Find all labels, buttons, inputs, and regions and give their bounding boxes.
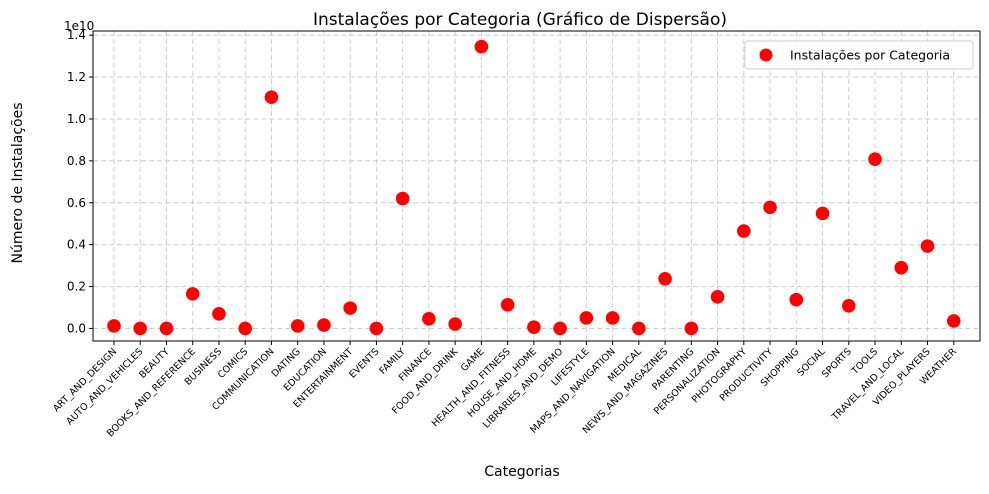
- y-tick-label: 0.4: [67, 238, 86, 252]
- data-point: [841, 299, 856, 313]
- data-point: [264, 90, 279, 104]
- data-point: [133, 321, 148, 336]
- data-point: [763, 200, 777, 215]
- data-point: [946, 314, 961, 328]
- data-point: [605, 311, 620, 325]
- y-tick-label: 1.0: [67, 112, 86, 126]
- data-point: [553, 321, 567, 336]
- data-point: [894, 260, 909, 275]
- legend-label: Instalações por Categoria: [790, 48, 950, 63]
- legend: Instalações por Categoria: [744, 40, 974, 70]
- data-point: [579, 311, 594, 325]
- x-tick-label: SPORTS: [820, 346, 854, 380]
- data-point: [395, 191, 410, 206]
- data-point: [737, 224, 751, 238]
- legend-marker: [759, 48, 773, 62]
- data-point: [185, 287, 200, 301]
- data-point: [422, 311, 436, 326]
- data-point: [632, 321, 646, 336]
- y-tick-label: 0.0: [67, 321, 86, 335]
- data-point: [658, 271, 672, 286]
- data-point: [500, 297, 515, 312]
- data-point: [815, 206, 830, 221]
- data-point: [789, 292, 804, 307]
- y-tick-label: 1.4: [67, 28, 86, 42]
- y-tick-label: 1.2: [67, 70, 86, 84]
- data-point: [474, 39, 489, 54]
- y-axis-label: Número de Instalações: [10, 102, 26, 263]
- data-point: [238, 321, 253, 336]
- data-points: [107, 39, 961, 336]
- data-point: [684, 321, 699, 336]
- data-point: [920, 239, 935, 253]
- data-point: [527, 320, 541, 334]
- data-point: [212, 306, 226, 321]
- y-tick-label: 0.6: [67, 196, 86, 210]
- data-point: [107, 319, 121, 333]
- plot-frame: [92, 30, 981, 342]
- y-offset-label: 1e10: [64, 19, 94, 33]
- data-point: [159, 321, 174, 336]
- data-point: [868, 152, 882, 166]
- data-point: [290, 319, 305, 333]
- y-tick-label: 0.2: [67, 280, 86, 294]
- legend-box: [744, 40, 974, 70]
- x-axis-label: Categorias: [484, 464, 559, 480]
- data-point: [369, 321, 384, 336]
- grid: [93, 31, 980, 341]
- data-point: [710, 290, 725, 304]
- chart-title: Instalações por Categoria (Gráfico de Di…: [313, 10, 727, 30]
- data-point: [448, 317, 462, 331]
- data-point: [343, 301, 357, 315]
- data-point: [317, 318, 331, 332]
- y-tick-label: 0.8: [67, 154, 86, 168]
